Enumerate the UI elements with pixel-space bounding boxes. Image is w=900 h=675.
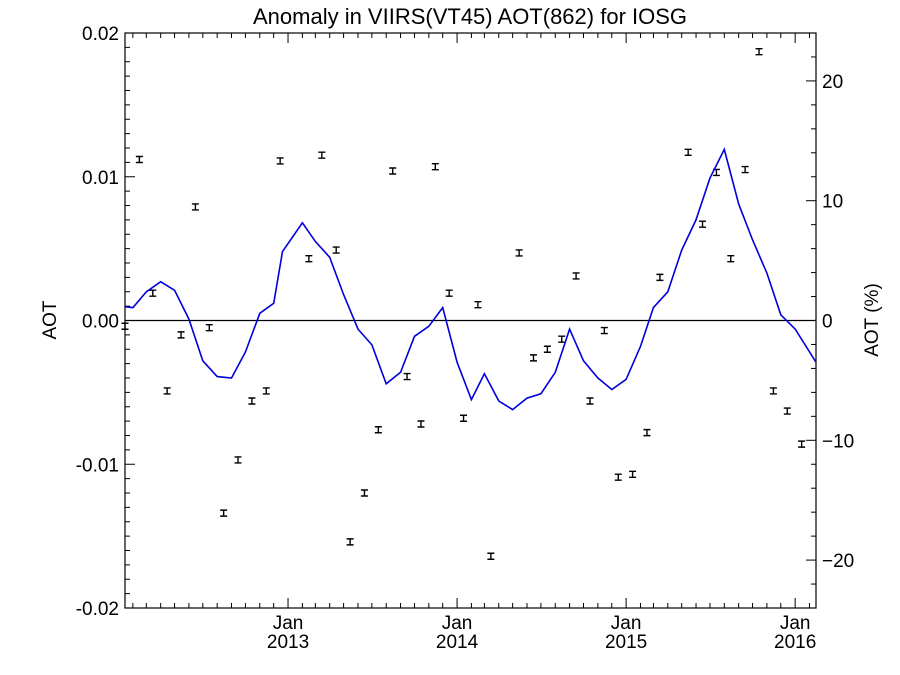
- monthly-anomaly-errorbar: [360, 489, 368, 497]
- monthly-anomaly-errorbar: [529, 354, 537, 362]
- y2-tick-label: 20: [822, 72, 843, 93]
- x-tick-month-label: Jan: [611, 613, 642, 634]
- monthly-anomaly-errorbar: [248, 397, 256, 405]
- monthly-anomaly-errorbar: [487, 552, 495, 560]
- monthly-anomaly-errorbar: [558, 335, 566, 343]
- y2-tick-label: −10: [822, 431, 854, 452]
- monthly-anomaly-errorbar: [220, 509, 228, 517]
- monthly-anomaly-errorbar: [374, 426, 382, 434]
- monthly-anomaly-errorbar: [783, 407, 791, 415]
- monthly-anomaly-errorbar: [798, 440, 806, 448]
- monthly-anomaly-errorbar: [431, 162, 439, 171]
- monthly-anomaly-errorbar: [755, 47, 763, 56]
- plot-area: 0.020.010.00-0.01-0.0220100−10−20Jan2013…: [76, 24, 855, 653]
- smoothed-anomaly-line: [125, 147, 816, 411]
- monthly-anomaly-errorbar: [629, 470, 637, 479]
- x-tick-month-label: Jan: [442, 613, 473, 634]
- chart-title: Anomaly in VIIRS(VT45) AOT(862) for IOSG: [253, 4, 687, 29]
- y-tick-label: 0.01: [82, 168, 119, 189]
- monthly-anomaly-errorbar: [234, 456, 242, 464]
- y-tick-label: 0.02: [82, 24, 119, 45]
- monthly-anomaly-errorbar: [389, 167, 397, 175]
- monthly-anomaly-errorbar: [262, 387, 270, 395]
- x-tick-month-label: Jan: [273, 613, 304, 634]
- y-tick-label: -0.01: [76, 455, 119, 476]
- monthly-anomaly-errorbar: [656, 273, 664, 282]
- monthly-anomaly-errorbar: [684, 148, 692, 157]
- monthly-anomaly-errorbar: [727, 254, 735, 263]
- x-tick-year-label: 2016: [774, 632, 816, 653]
- monthly-anomaly-errorbar: [163, 387, 171, 395]
- monthly-anomaly-errorbar: [600, 326, 608, 335]
- monthly-anomaly-errorbar: [586, 397, 594, 405]
- monthly-anomaly-errorbar: [445, 289, 453, 297]
- x-tick-year-label: 2015: [605, 632, 647, 653]
- y-tick-label: -0.02: [76, 599, 119, 620]
- y2-axis-label: AOT (%): [862, 283, 883, 357]
- monthly-anomaly-errorbar: [741, 165, 749, 174]
- monthly-anomaly-errorbar: [135, 155, 143, 164]
- monthly-anomaly-errorbar: [276, 157, 284, 165]
- monthly-anomaly-errorbar: [318, 151, 326, 159]
- monthly-anomaly-errorbar: [332, 246, 340, 254]
- monthly-anomaly-errorbar: [614, 473, 622, 481]
- monthly-anomaly-errorbar: [305, 254, 313, 263]
- y2-tick-label: 10: [822, 192, 843, 213]
- monthly-anomaly-errorbar: [572, 272, 580, 280]
- y2-tick-label: 0: [822, 312, 833, 333]
- monthly-anomaly-errorbar: [474, 300, 482, 309]
- monthly-anomaly-errorbar: [403, 372, 411, 381]
- monthly-anomaly-errorbar: [699, 220, 707, 228]
- y-tick-label: 0.00: [82, 312, 119, 333]
- monthly-anomaly-errorbar: [769, 387, 777, 395]
- y-axis-label: AOT: [40, 300, 61, 339]
- monthly-anomaly-errorbar: [346, 538, 354, 546]
- monthly-anomaly-errorbar: [205, 323, 213, 332]
- x-tick-month-label: Jan: [780, 613, 811, 634]
- y2-tick-label: −20: [822, 551, 854, 572]
- x-tick-year-label: 2014: [436, 632, 479, 653]
- monthly-anomaly-errorbar: [417, 420, 425, 428]
- monthly-anomaly-errorbar: [149, 289, 157, 297]
- monthly-anomaly-errorbar: [177, 331, 185, 339]
- monthly-anomaly-errorbar: [191, 203, 199, 211]
- monthly-anomaly-errorbar: [460, 414, 468, 422]
- monthly-anomaly-errorbar: [543, 345, 551, 353]
- monthly-anomaly-errorbar: [643, 428, 651, 437]
- x-tick-year-label: 2013: [267, 632, 309, 653]
- monthly-anomaly-errorbar: [515, 249, 523, 257]
- monthly-anomaly-errorbar: [121, 322, 129, 330]
